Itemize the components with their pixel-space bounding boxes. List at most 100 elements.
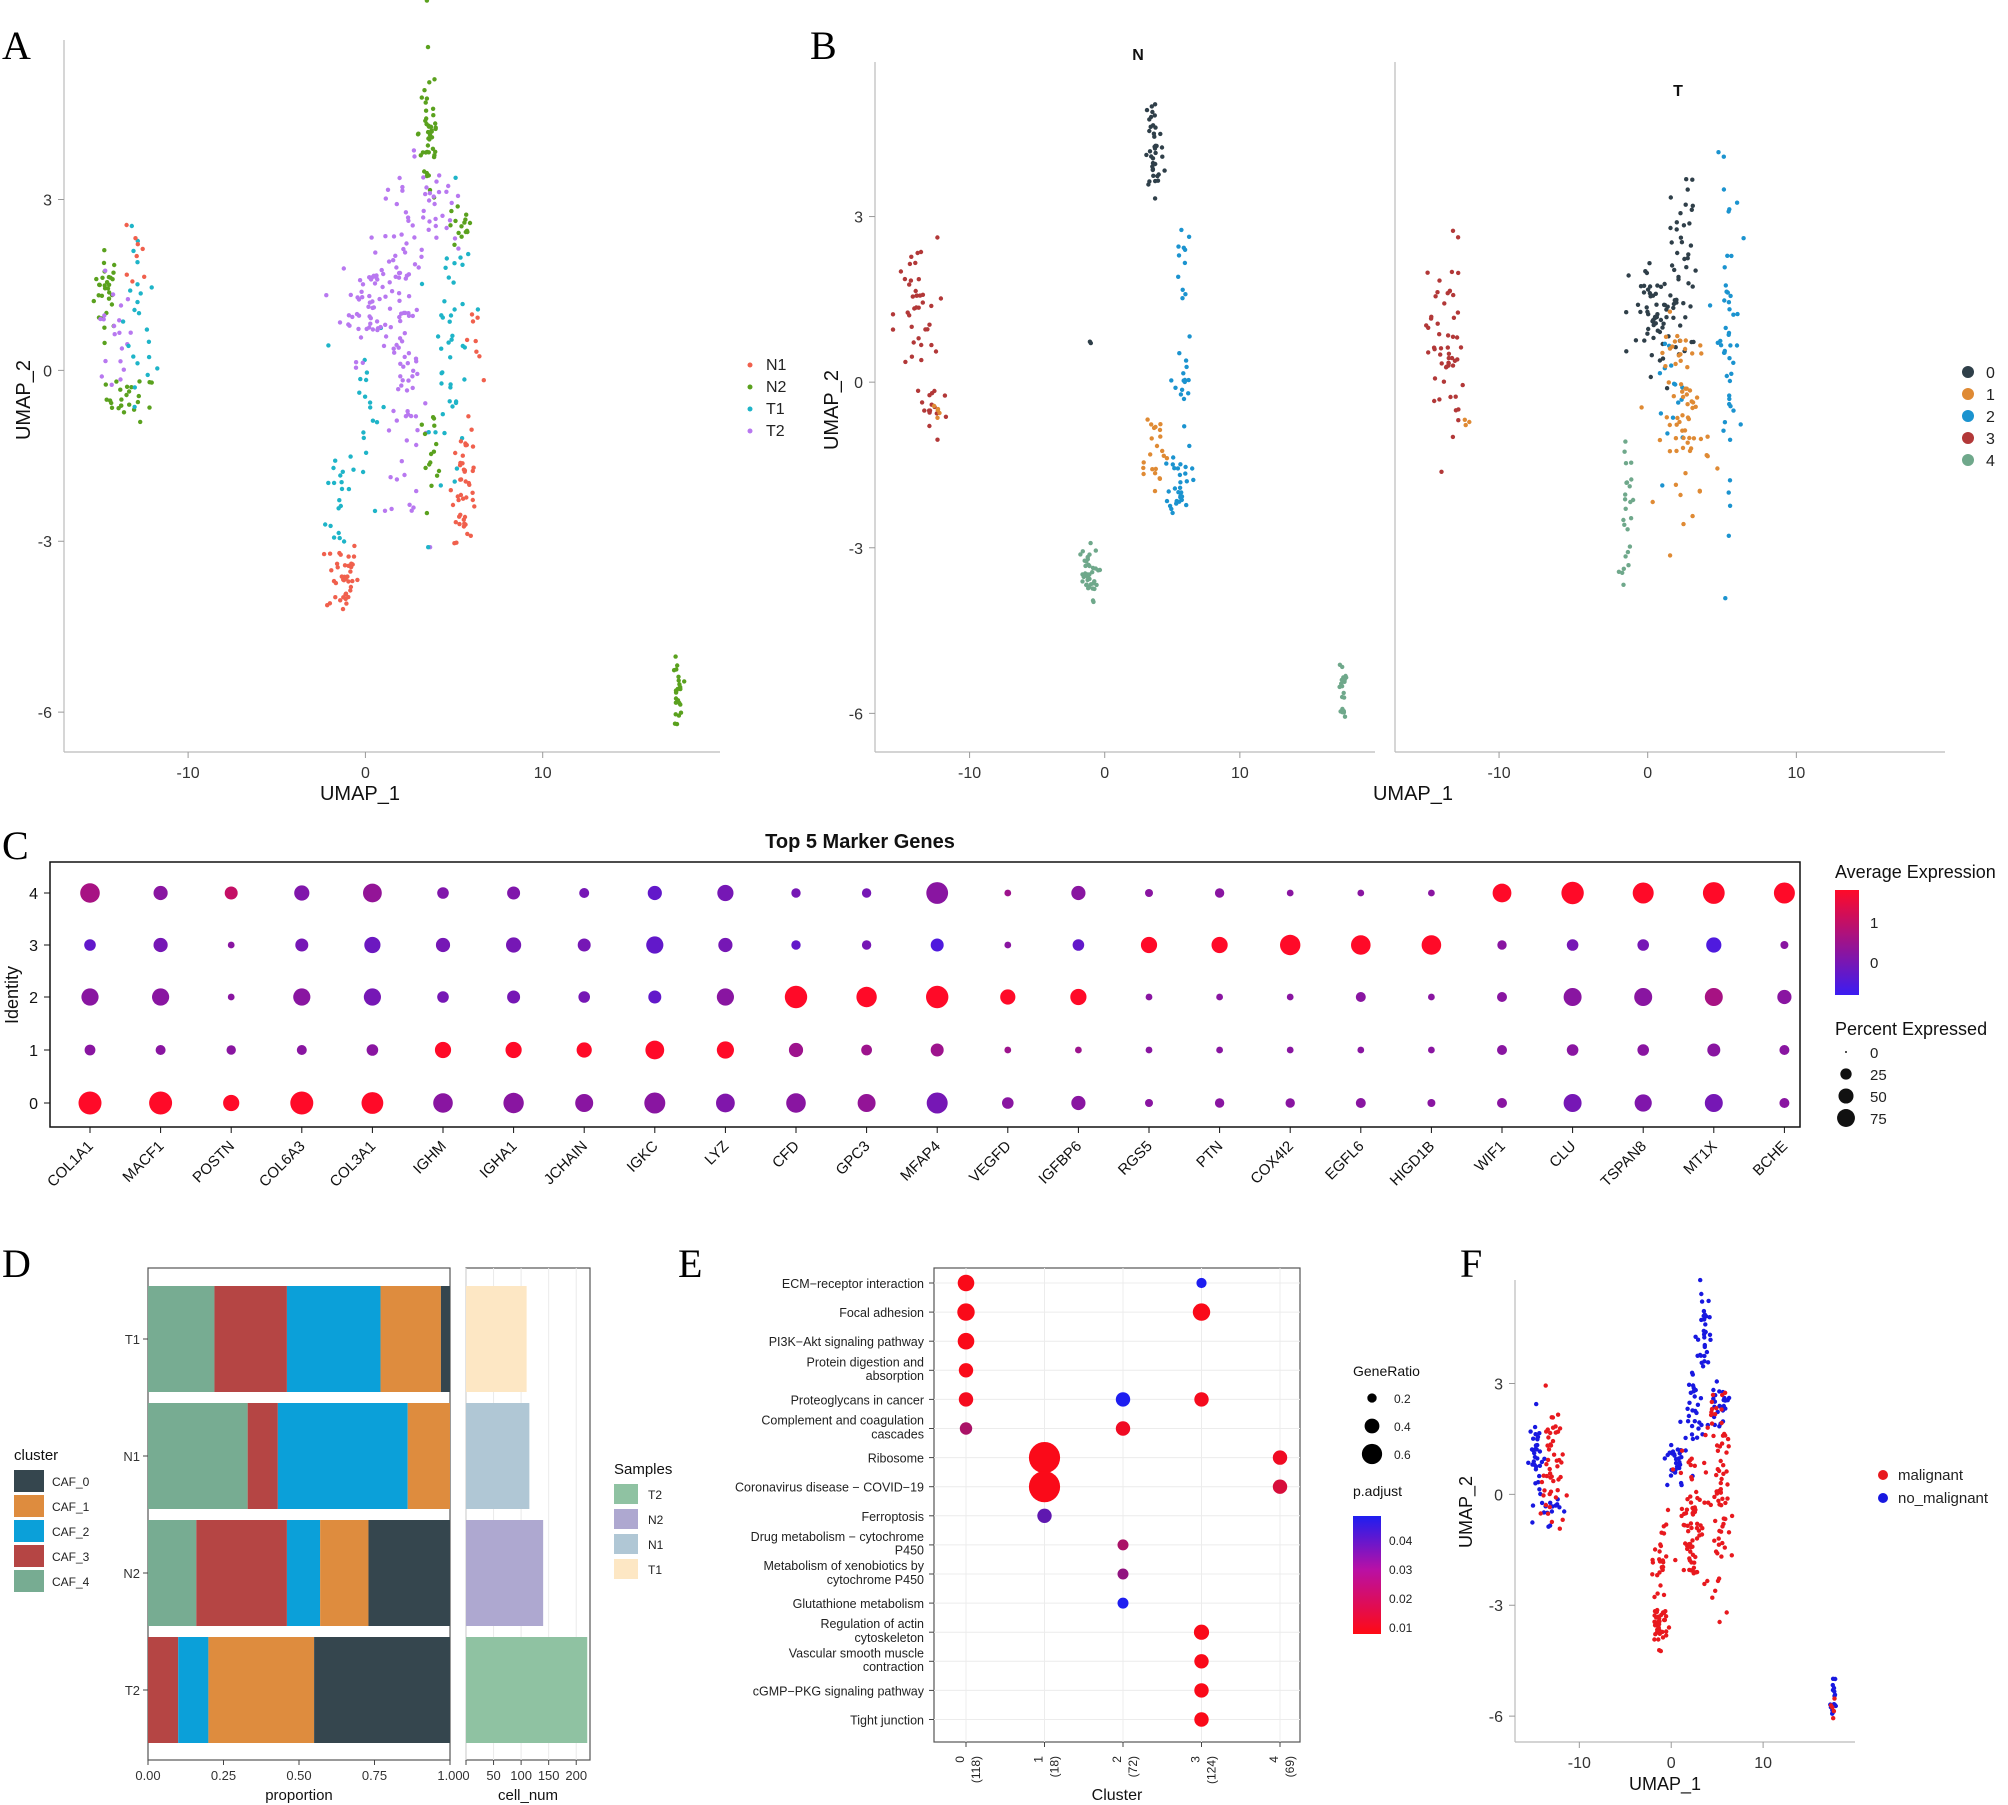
panel-b-t-point-c0 — [1672, 298, 1678, 303]
panel-b-t-point-c2 — [1721, 428, 1726, 433]
panel-c-dot — [1428, 993, 1435, 1001]
panel-a-point-T2 — [403, 310, 408, 316]
panel-b-n-point-c3 — [922, 408, 927, 413]
panel-b-n-point-c2 — [1180, 287, 1185, 292]
panel-b-t-point-c0 — [1649, 353, 1655, 358]
panel-c-dot — [1634, 1094, 1652, 1112]
panel-b-t-point-c0 — [1683, 315, 1688, 320]
panel-b-t-point-c1 — [1683, 338, 1689, 343]
panel-f-x-axis-title: UMAP_1 — [1629, 1774, 1701, 1795]
panel-b-t-point-c1 — [1673, 482, 1679, 487]
panel-a-point-T2 — [400, 378, 405, 383]
panel-b-n-point-c2 — [1184, 502, 1189, 508]
panel-b-t-point-c0 — [1671, 301, 1677, 307]
panel-b-t-point-c0 — [1660, 325, 1665, 330]
panel-b-t-point-c1 — [1678, 492, 1683, 498]
panel-f-point-malignant — [1690, 1512, 1696, 1517]
panel-a-point-N2 — [119, 397, 124, 402]
panel-a-point-T1 — [433, 430, 438, 435]
panel-a-point-N1 — [355, 577, 360, 583]
panel-a-point-T2 — [354, 311, 360, 317]
panel-a-point-T2 — [396, 275, 402, 280]
panel-a-point-T1 — [440, 315, 445, 320]
panel-a-point-T1 — [132, 307, 137, 313]
panel-f-point-malignant — [1660, 1635, 1666, 1640]
panel-a-point-T2 — [391, 234, 397, 239]
panel-a-point-T1 — [138, 291, 143, 296]
panel-c-dot — [1145, 993, 1153, 1001]
panel-b-n-point-c2 — [1186, 377, 1191, 383]
panel-e-color-tick: 0.04 — [1389, 1534, 1413, 1548]
panel-d-bar-CAF_0 — [314, 1637, 450, 1743]
panel-a-point-N2 — [682, 679, 687, 684]
panel-a-point-N2 — [465, 229, 470, 235]
panel-a-point-T1 — [451, 280, 456, 285]
panel-a-point-T1 — [149, 285, 154, 290]
panel-a-point-N2 — [94, 276, 99, 282]
panel-c-dot — [227, 993, 235, 1001]
panel-c-size-legend-dot — [1845, 1051, 1847, 1053]
panel-d-samples-legend-swatch — [614, 1484, 638, 1504]
panel-b-n-point-c3 — [919, 400, 925, 405]
panel-b-t-point-c1 — [1639, 405, 1644, 410]
panel-f-point-no_malignant — [1699, 1317, 1704, 1323]
panel-f-point-no_malignant — [1555, 1502, 1560, 1507]
panel-f-point-malignant — [1832, 1696, 1837, 1701]
panel-b-t-point-c2 — [1727, 503, 1733, 508]
panel-c-dot — [361, 1092, 384, 1114]
panel-d-bar-CAF_3 — [247, 1403, 278, 1509]
panel-d-cellnum-bar — [466, 1403, 530, 1509]
panel-c-dot — [1004, 941, 1012, 949]
panel-a-point-N2 — [423, 108, 429, 113]
panel-c-dot — [1286, 1046, 1294, 1054]
panel-c-dot — [718, 937, 733, 953]
panel-a-point-N2 — [119, 403, 124, 408]
panel-f-point-no_malignant — [1832, 1692, 1838, 1698]
panel-a-point-N2 — [103, 382, 109, 387]
panel-a-point-N2 — [423, 465, 428, 471]
panel-f-point-no_malignant — [1689, 1423, 1695, 1429]
panel-b-t-point-c2 — [1731, 312, 1736, 317]
panel-a-point-T1 — [440, 370, 445, 375]
panel-f-point-no_malignant — [1697, 1420, 1702, 1425]
panel-b-n-point-c0 — [1153, 150, 1158, 156]
panel-a-point-T1 — [341, 539, 347, 544]
panel-b-n-point-c4 — [1088, 540, 1093, 546]
panel-b-t-point-c1 — [1694, 395, 1700, 400]
panel-c-dot — [791, 888, 801, 898]
panel-b-t-point-c2 — [1727, 393, 1732, 398]
panel-e-dot — [1194, 1712, 1209, 1727]
panel-f-point-no_malignant — [1685, 1406, 1690, 1412]
panel-d-samples-legend-title: Samples — [614, 1461, 672, 1478]
panel-f-point-no_malignant — [1673, 1457, 1679, 1462]
panel-b-t-point-c4 — [1623, 492, 1628, 497]
panel-a-point-T2 — [401, 246, 406, 252]
panel-f-point-malignant — [1657, 1557, 1662, 1562]
panel-d-cellnum-x-tick-label: 150 — [538, 1768, 560, 1783]
panel-a-point-T1 — [155, 366, 160, 371]
panel-b-t-point-c1 — [1678, 352, 1683, 357]
panel-a-point-T2 — [426, 227, 431, 232]
panel-b-t-point-c0 — [1633, 338, 1639, 343]
panel-c-gene-label: IGKC — [624, 1138, 662, 1176]
panel-a-point-T1 — [364, 370, 370, 375]
panel-a-point-N2 — [431, 113, 436, 118]
panel-c-dot — [507, 886, 521, 900]
panel-a-point-N1 — [333, 595, 338, 600]
panel-a-point-N2 — [453, 218, 458, 224]
panel-b-n-point-c2 — [1176, 253, 1182, 258]
panel-f-point-malignant — [1716, 1536, 1721, 1541]
panel-f-point-no_malignant — [1704, 1349, 1710, 1355]
panel-c-dot — [363, 988, 381, 1006]
panel-a-point-T2 — [404, 438, 409, 443]
panel-e-cluster-label: 3 — [1189, 1756, 1203, 1763]
panel-f-point-malignant — [1664, 1633, 1669, 1638]
panel-a-y-axis-title: UMAP_2 — [13, 360, 35, 440]
panel-e-dot — [1192, 1303, 1211, 1321]
panel-b-t-point-c1 — [1666, 380, 1672, 385]
panel-a-point-T1 — [439, 381, 444, 386]
panel-a-point-N2 — [429, 135, 435, 140]
panel-f-point-malignant — [1652, 1547, 1658, 1552]
panel-a-point-T1 — [145, 372, 150, 378]
panel-b-t-point-c2 — [1727, 401, 1732, 407]
